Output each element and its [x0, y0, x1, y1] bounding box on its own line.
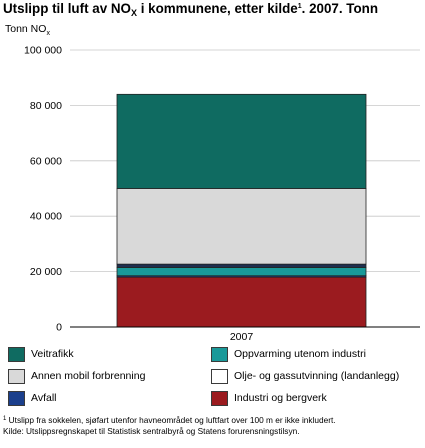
legend-item: Annen mobil forbrenning — [8, 366, 145, 386]
legend-label: Avfall — [31, 392, 57, 404]
footnote: 1 Utslipp fra sokkelen, sjøfart utenfor … — [3, 415, 423, 437]
bar-segment-veitrafikk — [116, 93, 367, 189]
legend-swatch — [211, 346, 228, 362]
legend-item: Olje- og gassutvinning (landanlegg) — [211, 366, 399, 386]
y-tick-label: 40 000 — [30, 211, 62, 223]
legend-swatch — [211, 390, 228, 406]
bar-segment-annen-mobil-forbrenning — [116, 263, 367, 268]
legend-swatch — [8, 346, 25, 362]
stacked-bar — [116, 93, 367, 328]
y-tick-label: 60 000 — [30, 155, 62, 167]
legend-swatch — [211, 368, 228, 384]
legend-item: Avfall — [8, 388, 57, 408]
y-tick-label: 0 — [56, 322, 62, 334]
x-axis-ticks: 2007 — [230, 331, 254, 343]
legend-label: Olje- og gassutvinning (landanlegg) — [234, 370, 400, 382]
y-tick-label: 80 000 — [30, 100, 62, 112]
y-tick-label: 20 000 — [30, 266, 62, 278]
legend-label: Veitrafikk — [31, 348, 74, 360]
x-tick-label: 2007 — [230, 331, 254, 343]
chart-title: Utslipp til luft av NOX i kommunene, ett… — [3, 1, 379, 18]
y-tick-label: 100 000 — [24, 45, 62, 57]
y-axis-ticks: 0 20 000 40 000 60 000 80 000 100 000 — [24, 45, 62, 334]
legend-label: Industri og bergverk — [234, 392, 327, 404]
legend-item: Industri og bergverk — [211, 388, 327, 408]
y-axis-label: Tonn NOx — [5, 23, 50, 37]
legend-label: Annen mobil forbrenning — [31, 370, 146, 382]
legend-swatch — [8, 390, 25, 406]
bar-segment-oppvarming-utenom-industri — [116, 267, 367, 277]
legend-item: Oppvarming utenom industri — [211, 344, 366, 364]
bar-segment-industri-og-bergverk — [116, 276, 367, 328]
legend-item: Veitrafikk — [8, 344, 74, 364]
footnote-line-1: 1 Utslipp fra sokkelen, sjøfart utenfor … — [3, 415, 336, 425]
legend-swatch — [8, 368, 25, 384]
legend-label: Oppvarming utenom industri — [234, 348, 366, 360]
bar-segment-annen-mobil-forbrenning — [116, 188, 367, 265]
chart-plot: Tonn NOx 0 20 000 40 000 60 000 80 000 100 00… — [5, 23, 420, 343]
footnote-source: Kilde: Utslippsregnskapet til Statistisk… — [3, 426, 300, 436]
legend: Veitrafikk Oppvarming utenom industri Anne… — [8, 344, 423, 408]
